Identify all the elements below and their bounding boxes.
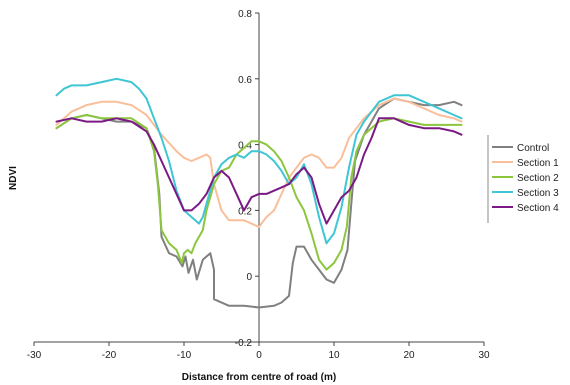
series-line-section-4 [55,117,463,225]
x-tick-group: -30 -20 -10 0 10 20 30 [27,342,490,361]
x-tick-label: 20 [403,350,415,361]
legend: Control Section 1 Section 2 Section 3 Sectio… [487,135,559,223]
x-tick-label: 0 [256,350,262,361]
y-tick-label: 0 [246,272,252,283]
x-tick-label: -20 [102,350,117,361]
y-axis-title: NDVI [8,166,19,190]
y-tick-label: -0.2 [235,338,253,349]
series-group [55,77,463,309]
y-tick-label: 0.2 [238,206,252,217]
x-tick-label: -30 [27,350,42,361]
legend-label: Section 2 [517,173,559,184]
legend-label: Section 3 [517,188,559,199]
legend-label: Section 1 [517,158,559,169]
y-tick-group: 0.80.60.40.20-0.2 [235,9,259,349]
x-tick-label: 10 [328,350,340,361]
series-line-section-3 [55,77,463,245]
legend-label: Control [517,143,549,154]
x-axis-title: Distance from centre of road (m) [182,372,336,383]
y-tick-label: 0.6 [238,75,252,86]
plot-area: -30 -20 -10 0 10 20 30 0.80.60.40.20-0.2 [27,9,490,361]
legend-label: Section 4 [517,203,559,214]
y-tick-label: 0.8 [238,9,252,20]
series-line-section-2 [55,114,463,271]
x-tick-label: 30 [478,350,490,361]
x-tick-label: -10 [177,350,192,361]
